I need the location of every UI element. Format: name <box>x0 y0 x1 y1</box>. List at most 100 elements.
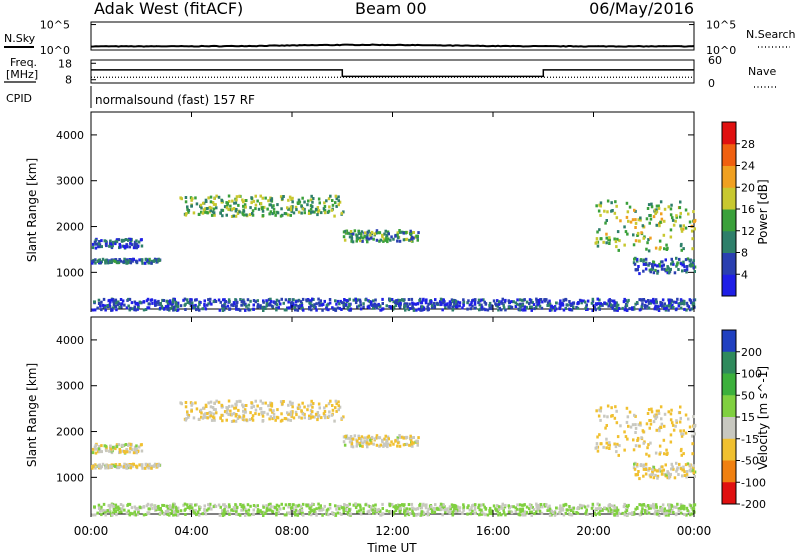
echo-cell <box>691 261 695 265</box>
echo-cell <box>649 441 652 445</box>
echo-cell <box>270 402 274 406</box>
echo-cell <box>472 298 475 302</box>
echo-cell <box>468 303 472 307</box>
echo-cell <box>603 209 606 213</box>
echo-cell <box>683 512 686 516</box>
echo-cell <box>186 207 189 211</box>
x-axis-label: Time UT <box>366 541 417 554</box>
echo-cell <box>642 269 645 273</box>
echo-cell <box>375 303 379 307</box>
echo-cell <box>331 306 334 310</box>
echo-cell <box>451 510 454 514</box>
echo-cell <box>692 219 696 223</box>
echo-cell <box>490 307 493 311</box>
echo-cell <box>634 302 637 306</box>
echo-cell <box>625 308 629 312</box>
y-tick-label: 2000 <box>56 426 84 439</box>
echo-cell <box>615 509 618 513</box>
echo-cell <box>462 508 465 512</box>
y-tick-label: 1000 <box>56 471 84 484</box>
echo-cell <box>488 307 491 310</box>
echo-cell <box>409 307 412 310</box>
echo-cell <box>648 473 652 477</box>
echo-cell <box>357 298 360 302</box>
echo-cell <box>111 513 114 517</box>
echo-cell <box>268 212 271 216</box>
echo-cell <box>316 411 320 414</box>
echo-cell <box>123 465 126 469</box>
echo-cell <box>200 206 203 210</box>
echo-cell <box>642 463 646 467</box>
echo-cell <box>227 298 231 302</box>
echo-cell <box>406 510 410 514</box>
echo-cell <box>267 199 270 203</box>
echo-cell <box>686 509 689 513</box>
echo-cell <box>203 507 206 511</box>
echo-cell <box>114 305 118 308</box>
echo-cell <box>586 299 590 303</box>
echo-cell <box>265 299 268 303</box>
echo-cell <box>374 503 377 507</box>
echo-cell <box>668 304 671 308</box>
echo-cell <box>237 512 240 516</box>
echo-cell <box>562 308 566 312</box>
echo-cell <box>473 511 477 515</box>
echo-cell <box>616 303 620 307</box>
echo-cell <box>209 414 212 418</box>
velocity-echo-layer <box>91 399 697 517</box>
echo-cell <box>623 243 626 247</box>
echo-cell <box>366 438 369 442</box>
echo-cell <box>454 299 458 303</box>
echo-cell <box>228 505 231 509</box>
echo-cell <box>354 297 357 301</box>
echo-cell <box>335 402 338 406</box>
echo-cell <box>296 513 300 517</box>
echo-cell <box>327 197 331 201</box>
echo-cell <box>492 299 496 303</box>
echo-cell <box>135 444 138 448</box>
echo-cell <box>644 472 648 476</box>
echo-cell <box>98 450 101 454</box>
echo-cell <box>679 224 682 228</box>
echo-cell <box>135 260 139 264</box>
echo-cell <box>339 504 342 508</box>
echo-cell <box>597 507 600 511</box>
echo-cell <box>615 204 618 208</box>
echo-cell <box>334 399 338 403</box>
echo-cell <box>619 219 622 223</box>
y-tick-label: 2000 <box>56 221 84 234</box>
echo-cell <box>378 239 381 243</box>
echo-cell <box>362 302 365 306</box>
echo-cell <box>412 231 415 234</box>
echo-cell <box>632 438 635 442</box>
echo-cell <box>636 234 639 237</box>
echo-cell <box>159 306 162 310</box>
echo-cell <box>666 266 669 270</box>
echo-cell <box>466 301 469 305</box>
echo-cell <box>633 413 636 417</box>
echo-cell <box>233 507 236 511</box>
echo-cell <box>486 513 490 517</box>
echo-cell <box>649 214 652 217</box>
echo-cell <box>154 506 158 510</box>
echo-cell <box>94 261 97 265</box>
echo-cell <box>268 417 271 421</box>
echo-cell <box>137 445 141 449</box>
echo-cell <box>230 508 233 512</box>
echo-cell <box>627 298 630 302</box>
echo-cell <box>616 308 619 312</box>
echo-cell <box>93 445 97 449</box>
echo-cell <box>646 241 649 245</box>
echo-cell <box>396 436 399 440</box>
echo-cell <box>404 308 407 312</box>
echo-cell <box>309 403 313 407</box>
echo-cell <box>412 513 416 517</box>
echo-cell <box>478 513 481 517</box>
echo-cell <box>498 301 501 305</box>
echo-cell <box>114 503 118 507</box>
echo-cell <box>316 213 319 217</box>
echo-cell <box>296 504 300 508</box>
echo-cell <box>114 510 118 513</box>
echo-cell <box>443 303 446 307</box>
echo-cell <box>490 509 494 513</box>
